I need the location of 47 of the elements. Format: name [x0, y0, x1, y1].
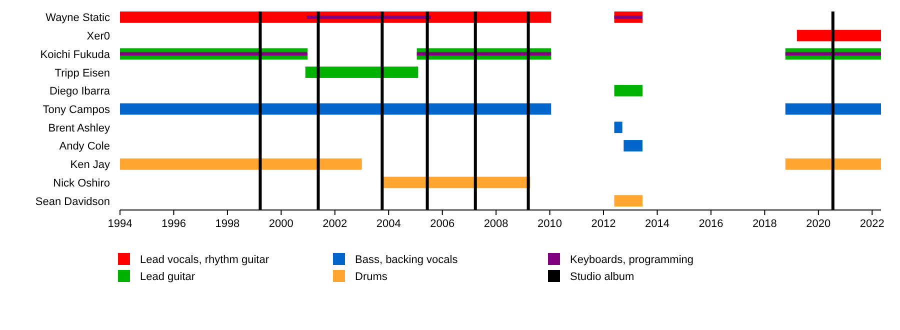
y-tick-label: Sean Davidson [35, 196, 110, 208]
x-tick-label: 1994 [108, 218, 132, 230]
legend-label: Keyboards, programming [570, 254, 694, 266]
x-tick-label: 2002 [322, 218, 348, 230]
x-tick-label: 2006 [430, 218, 455, 230]
y-tick-label: Brent Ashley [48, 122, 110, 134]
x-tick-label: 2020 [806, 218, 831, 230]
bar [614, 122, 622, 134]
bar [416, 52, 552, 56]
y-tick-label: Tony Campos [42, 104, 110, 116]
y-tick-label: Andy Cole [59, 140, 110, 153]
bar [120, 52, 308, 56]
y-tick-label: Nick Oshiro [53, 177, 110, 190]
bar [120, 103, 552, 115]
bar [785, 103, 881, 115]
legend-label: Lead guitar [140, 271, 196, 283]
y-tick-label: Wayne Static [46, 12, 110, 24]
bar [624, 140, 642, 152]
y-tick-label: Ken Jay [70, 159, 110, 172]
x-tick-label: 2012 [591, 218, 616, 230]
bar [305, 66, 418, 78]
x-tick-label: 2008 [484, 218, 508, 230]
x-tick-label: 2000 [268, 218, 294, 230]
x-tick-label: 1998 [215, 218, 240, 230]
legend-label: Drums [355, 271, 388, 283]
x-tick-label: 2018 [752, 218, 777, 230]
bar [614, 195, 642, 207]
x-tick-label: 2022 [860, 218, 884, 230]
legend-label: Lead vocals, rhythm guitar [140, 254, 270, 266]
bar [120, 158, 362, 170]
x-tick-label: 2004 [376, 218, 401, 230]
bar [306, 15, 432, 19]
bar [614, 15, 642, 19]
bar [785, 158, 881, 170]
legend-label: Studio album [570, 271, 634, 283]
x-tick-label: 1996 [161, 218, 186, 230]
y-tick-label: Diego Ibarra [49, 86, 111, 98]
x-tick-label: 2010 [538, 218, 562, 230]
bar [796, 30, 881, 42]
bar [785, 52, 881, 56]
y-tick-label: Xer0 [86, 30, 110, 43]
y-tick-label: Tripp Eisen [54, 67, 110, 80]
x-tick-label: 2014 [644, 218, 670, 230]
bar [614, 84, 642, 96]
y-tick-label: Koichi Fukuda [40, 48, 111, 61]
x-tick-label: 2016 [698, 218, 724, 230]
legend-label: Bass, backing vocals [355, 254, 458, 266]
